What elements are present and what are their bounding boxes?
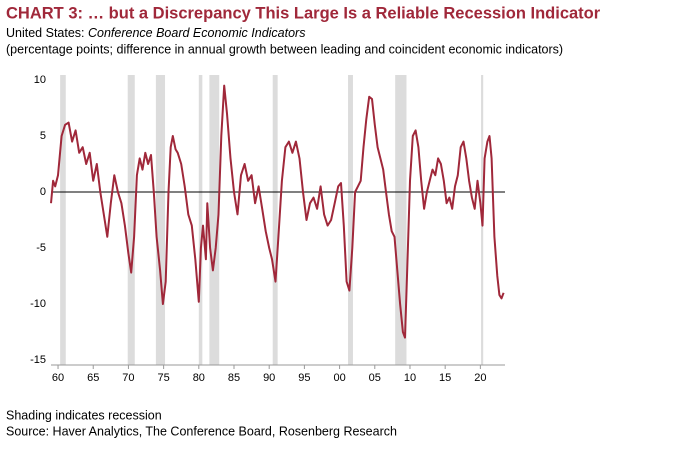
- x-tick-label: 85: [228, 372, 240, 384]
- y-tick-label: -10: [30, 298, 46, 310]
- y-tick-label: 10: [34, 74, 46, 86]
- x-tick-label: 15: [439, 372, 451, 384]
- recession-band: [395, 75, 407, 365]
- chart-subtitle: United States: Conference Board Economic…: [6, 26, 305, 40]
- recession-band: [155, 75, 166, 365]
- recession-band: [60, 75, 66, 365]
- recession-band: [272, 75, 278, 365]
- x-tick-label: 20: [474, 372, 486, 384]
- y-tick-label: -5: [36, 242, 46, 254]
- data-line: [50, 84, 505, 339]
- x-tick-label: 10: [404, 372, 416, 384]
- x-tick-label: 60: [52, 372, 64, 384]
- chart-title: CHART 3: … but a Discrepancy This Large …: [6, 4, 601, 22]
- y-tick-label: -15: [30, 354, 46, 366]
- recession-band: [127, 75, 135, 365]
- recession-band: [209, 75, 220, 365]
- y-tick-label: 5: [40, 130, 46, 142]
- y-tick-label: 0: [40, 186, 46, 198]
- x-tick-label: 70: [122, 372, 134, 384]
- subtitle-source: Conference Board Economic Indicators: [88, 26, 305, 40]
- x-tick-label: 80: [193, 372, 205, 384]
- x-tick-label: 00: [333, 372, 345, 384]
- subtitle-prefix: United States:: [6, 26, 85, 40]
- x-tick-label: 75: [157, 372, 169, 384]
- x-tick-label: 65: [87, 372, 99, 384]
- recession-band: [198, 75, 203, 365]
- x-tick-label: 95: [298, 372, 310, 384]
- unit-note: (percentage points; difference in annual…: [6, 42, 563, 56]
- recession-band: [348, 75, 353, 365]
- x-tick-label: 05: [369, 372, 381, 384]
- x-tick-label: 90: [263, 372, 275, 384]
- source-note: Source: Haver Analytics, The Conference …: [6, 424, 397, 438]
- note: Shading indicates recession: [6, 408, 162, 422]
